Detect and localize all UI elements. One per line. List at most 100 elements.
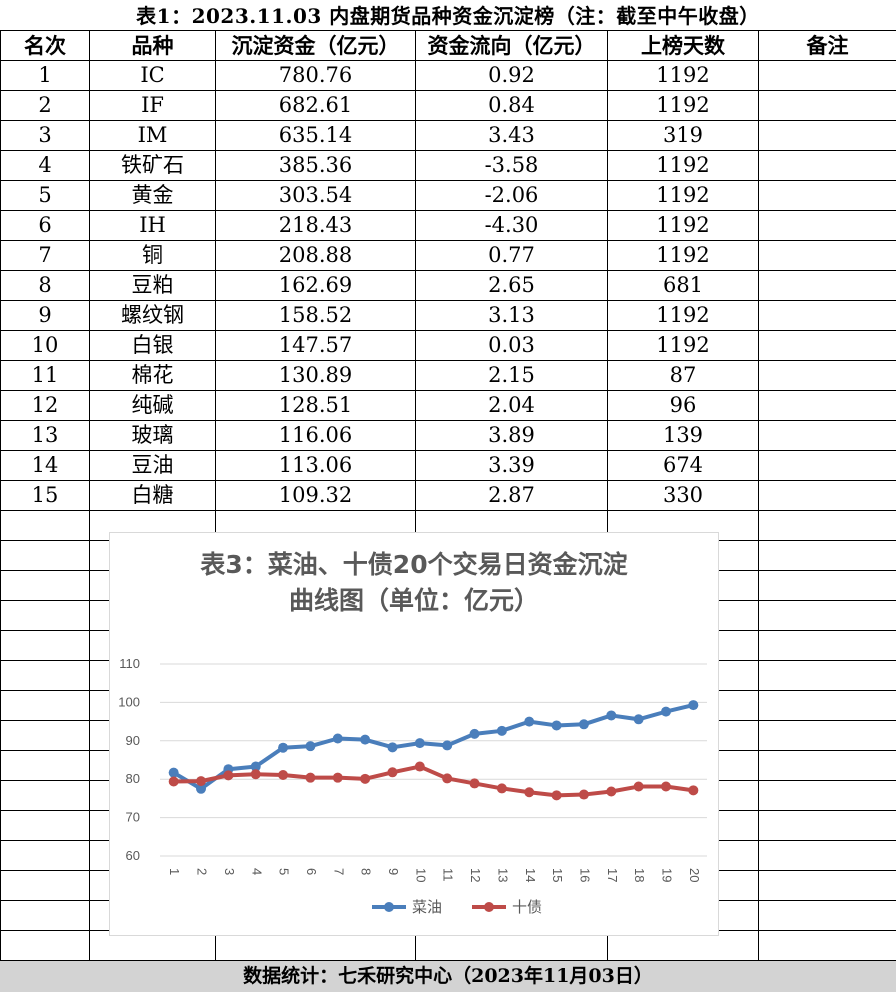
cell-variety: 螺纹钢 — [90, 301, 216, 331]
x-tick-label: 16 — [577, 868, 592, 882]
cell-days: 1192 — [608, 151, 759, 181]
cell-rank: 1 — [1, 61, 90, 91]
data-point — [470, 729, 480, 739]
cell-flow: 2.87 — [416, 481, 608, 511]
cell-deposit: 130.89 — [216, 361, 416, 391]
empty-cell — [1, 601, 90, 631]
empty-cell — [1, 841, 90, 871]
data-point — [634, 714, 644, 724]
header-flow: 资金流向（亿元） — [416, 31, 608, 61]
data-point — [169, 768, 179, 778]
data-point — [442, 740, 452, 750]
y-tick-label: 90 — [126, 733, 140, 748]
cell-remark — [759, 241, 896, 271]
data-point — [552, 790, 562, 800]
cell-remark — [759, 181, 896, 211]
x-tick-label: 9 — [386, 868, 401, 875]
x-tick-label: 3 — [222, 868, 237, 875]
data-point — [524, 717, 534, 727]
cell-variety: IC — [90, 61, 216, 91]
data-point — [606, 710, 616, 720]
cell-rank: 15 — [1, 481, 90, 511]
cell-deposit: 218.43 — [216, 211, 416, 241]
data-point — [579, 790, 589, 800]
cell-rank: 7 — [1, 241, 90, 271]
cell-rank: 3 — [1, 121, 90, 151]
cell-flow: 3.89 — [416, 421, 608, 451]
y-tick-label: 110 — [119, 656, 140, 671]
cell-days: 330 — [608, 481, 759, 511]
x-tick-label: 2 — [195, 868, 210, 875]
cell-variety: 黄金 — [90, 181, 216, 211]
x-tick-label: 8 — [359, 868, 374, 875]
empty-cell — [759, 871, 896, 901]
data-point — [688, 700, 698, 710]
cell-days: 1192 — [608, 241, 759, 271]
y-tick-label: 100 — [118, 694, 140, 709]
cell-rank: 9 — [1, 301, 90, 331]
cell-rank: 2 — [1, 91, 90, 121]
data-point — [634, 781, 644, 791]
cell-days: 87 — [608, 361, 759, 391]
data-point — [688, 785, 698, 795]
cell-flow: 3.39 — [416, 451, 608, 481]
empty-cell — [759, 721, 896, 751]
cell-deposit: 147.57 — [216, 331, 416, 361]
legend-label: 菜油 — [412, 898, 442, 916]
page-title: 表1：2023.11.03 内盘期货品种资金沉淀榜（注：截至中午收盘） — [0, 0, 896, 30]
cell-remark — [759, 451, 896, 481]
cell-flow: -3.58 — [416, 151, 608, 181]
empty-cell — [1, 901, 90, 931]
x-tick-label: 6 — [304, 868, 319, 875]
cell-deposit: 116.06 — [216, 421, 416, 451]
x-tick-label: 1 — [167, 868, 182, 875]
cell-deposit: 109.32 — [216, 481, 416, 511]
empty-cell — [1, 631, 90, 661]
cell-remark — [759, 271, 896, 301]
data-point — [606, 786, 616, 796]
data-point — [661, 707, 671, 717]
cell-days: 319 — [608, 121, 759, 151]
header-days: 上榜天数 — [608, 31, 759, 61]
cell-variety: IH — [90, 211, 216, 241]
empty-cell — [1, 931, 90, 961]
cell-flow: 0.03 — [416, 331, 608, 361]
cell-rank: 11 — [1, 361, 90, 391]
data-point — [169, 777, 179, 787]
cell-rank: 6 — [1, 211, 90, 241]
y-tick-label: 60 — [126, 848, 140, 863]
header-remark: 备注 — [759, 31, 896, 61]
empty-cell — [759, 841, 896, 871]
cell-flow: -2.06 — [416, 181, 608, 211]
cell-variety: 白糖 — [90, 481, 216, 511]
cell-rank: 4 — [1, 151, 90, 181]
x-tick-label: 12 — [468, 868, 483, 882]
cell-remark — [759, 151, 896, 181]
x-tick-label: 15 — [550, 868, 565, 882]
data-point — [196, 776, 206, 786]
cell-remark — [759, 211, 896, 241]
footer-source: 数据统计：七禾研究中心（2023年11月03日） — [0, 960, 896, 992]
cell-deposit: 682.61 — [216, 91, 416, 121]
cell-rank: 13 — [1, 421, 90, 451]
data-point — [552, 720, 562, 730]
data-point — [223, 770, 233, 780]
data-point — [305, 741, 315, 751]
data-point — [524, 787, 534, 797]
empty-cell — [759, 631, 896, 661]
data-point — [387, 742, 397, 752]
x-tick-label: 11 — [441, 868, 456, 882]
cell-flow: 2.15 — [416, 361, 608, 391]
cell-variety: 棉花 — [90, 361, 216, 391]
cell-remark — [759, 391, 896, 421]
empty-cell — [1, 721, 90, 751]
cell-days: 139 — [608, 421, 759, 451]
empty-cell — [1, 781, 90, 811]
